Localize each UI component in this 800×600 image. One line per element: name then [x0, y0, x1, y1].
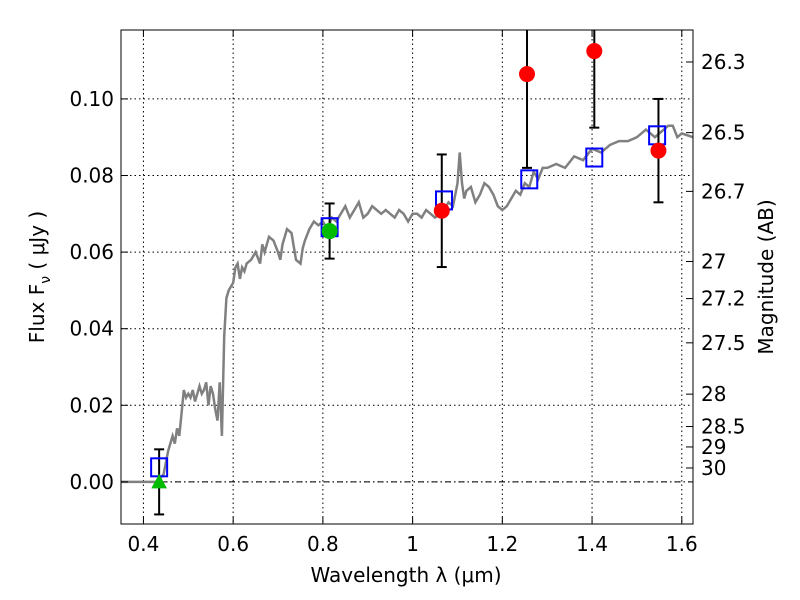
- observed-marker: [519, 66, 536, 83]
- x-tick-label: 0.4: [128, 532, 160, 556]
- magnitude-tick-label: 26.3: [701, 50, 746, 74]
- model-marker: [520, 169, 539, 190]
- observed-marker: [586, 43, 603, 60]
- observed-marker: [650, 142, 667, 159]
- y-tick-labels: 0.00 0.02 0.04 0.06 0.08 0.10: [69, 87, 114, 494]
- template-spectrum-line: [121, 124, 694, 484]
- magnitude-tick-label: 26.5: [701, 121, 746, 145]
- y-axis-title-main: Flux F: [25, 284, 49, 343]
- magnitude-tick-label: 27: [701, 250, 726, 274]
- y-tick-label: 0.02: [69, 393, 114, 417]
- x-tick-label: 1.4: [576, 532, 608, 556]
- x-tick-label: 0.8: [307, 532, 339, 556]
- plot-frame: [120, 29, 694, 525]
- magnitude-tick-label: 28: [701, 382, 726, 406]
- y-tick-label: 0.08: [69, 164, 114, 188]
- green-markers: [151, 223, 338, 489]
- model-marker: [585, 147, 604, 168]
- magnitude-tick-label: 30: [701, 456, 726, 480]
- y-tick-label: 0.04: [69, 317, 114, 341]
- x-tick-label: 1.6: [666, 532, 698, 556]
- right-axis-title: Magnitude (AB): [754, 199, 778, 354]
- magnitude-tick-label: 29: [701, 435, 726, 459]
- x-tick-label: 1: [406, 532, 419, 556]
- y-tick-label: 0.06: [69, 240, 114, 264]
- y-axis-title-unit: ( μJy ): [25, 211, 49, 276]
- magnitude-tick-label: 28.5: [701, 415, 746, 439]
- x-tick-label: 1.2: [486, 532, 518, 556]
- observed-markers: [433, 43, 667, 219]
- y-tick-label: 0.10: [69, 87, 114, 111]
- observed-marker: [433, 202, 450, 219]
- plot-background: [121, 30, 693, 524]
- magnitude-tick-label: 27.5: [701, 331, 746, 355]
- green-triangle-marker: [151, 473, 167, 489]
- y-axis-title-subscript: ν: [38, 276, 54, 284]
- x-axis-title: Wavelength λ (μm): [310, 563, 501, 587]
- x-tick-label: 0.6: [217, 532, 249, 556]
- tick-marks: [121, 30, 693, 524]
- y-tick-label: 0.00: [69, 470, 114, 494]
- x-tick-labels: 0.4 0.6 0.8 1 1.2 1.4 1.6: [128, 532, 698, 556]
- magnitude-tick-label: 27.2: [701, 287, 746, 311]
- magnitude-tick-label: 26.7: [701, 179, 746, 203]
- y-axis-title: Flux Fν ( μJy ): [25, 211, 54, 343]
- green-marker: [321, 223, 338, 240]
